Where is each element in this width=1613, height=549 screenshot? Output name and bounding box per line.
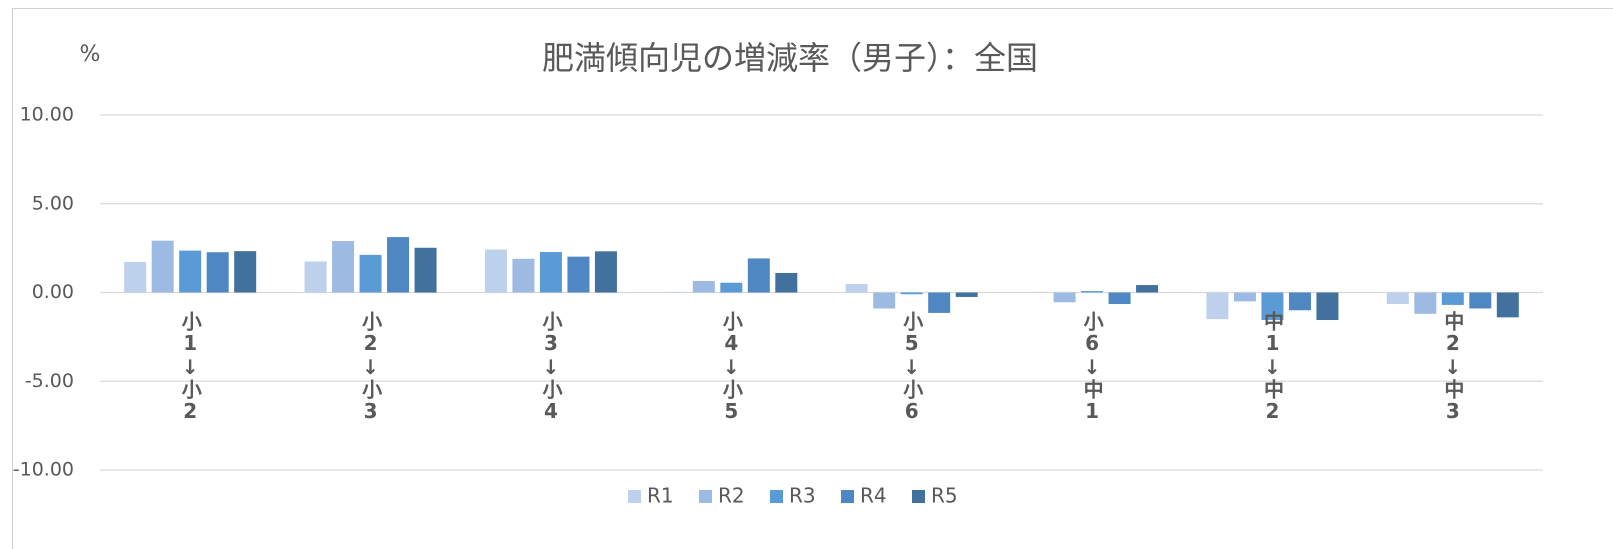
bar [873,292,896,309]
x-tick-label: 小2↓小3 [359,311,383,423]
bar [539,252,562,293]
bar [1053,292,1076,303]
x-tick-label: 小5↓小6 [900,311,924,423]
x-tick-label: 中1↓中2 [1260,310,1284,423]
bar [1386,292,1409,305]
x-tick-label: 小4↓小5 [719,311,743,423]
bar [414,247,437,293]
x-tick-label: 中2↓中3 [1441,310,1465,423]
y-tick-label: 5.00 [32,192,74,214]
bar [955,292,978,297]
bar [1206,292,1229,320]
bar [1081,291,1104,293]
bar [775,272,798,293]
bar [1469,292,1492,309]
bar [1136,285,1159,293]
bar [845,283,868,293]
bar [594,251,617,293]
y-tick-label: 10.00 [20,104,74,126]
bar [567,256,590,293]
bar [124,261,147,293]
legend-swatch [628,490,641,503]
bar [1233,292,1256,302]
x-tick-label: 小1↓小2 [178,311,202,423]
chart-frame [12,8,1613,549]
bar [387,237,410,293]
bar [1288,292,1311,311]
legend-swatch [699,490,712,503]
legend-label: R5 [931,484,958,508]
bar [179,250,202,293]
bar [692,280,715,293]
bar [1496,292,1519,318]
x-tick-label: 小6↓中1 [1080,311,1104,423]
bar [720,282,743,293]
y-tick-label: 0.00 [32,281,74,303]
bar [928,292,951,313]
bar [484,249,507,293]
chart-title: 肥満傾向児の増減率（男子）：全国 [542,39,1038,77]
y-axis-label: % [80,42,101,67]
bar [1261,292,1284,321]
legend-label: R2 [718,484,745,508]
bar [359,254,382,293]
legend-swatch [770,490,783,503]
bar [512,258,535,293]
legend-swatch [912,490,925,503]
bar [900,292,923,295]
bar [1316,292,1339,321]
legend-swatch [841,490,854,503]
legend-label: R4 [860,484,887,508]
x-tick-label: 小3↓小4 [539,311,563,423]
bar [234,251,257,293]
bar [665,291,688,293]
legend-label: R3 [789,484,816,508]
y-tick-label: -5.00 [25,370,74,392]
bar [747,258,770,293]
bar [1441,292,1464,305]
bar [206,252,229,293]
bar [332,241,355,293]
bar [1108,292,1131,305]
legend-label: R1 [647,484,674,508]
bar [304,261,327,293]
bar [151,240,174,293]
bar [1414,292,1437,314]
y-tick-label: -10.00 [13,459,74,481]
